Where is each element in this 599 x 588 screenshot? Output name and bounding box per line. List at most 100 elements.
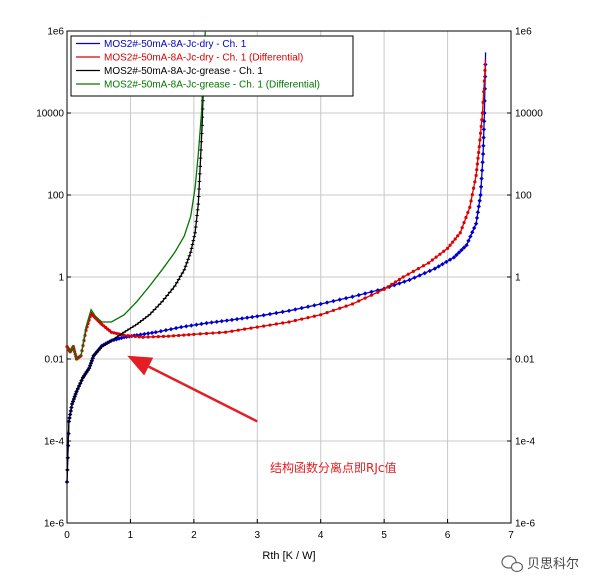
- data-point: [461, 245, 467, 250]
- data-point: [402, 279, 407, 284]
- data-point: [319, 313, 323, 317]
- data-point: [473, 180, 477, 184]
- data-point: [204, 320, 209, 326]
- data-point: [344, 304, 348, 308]
- data-point: [470, 230, 475, 235]
- data-point: [475, 162, 479, 166]
- data-point: [430, 258, 434, 262]
- data-point: [198, 332, 202, 336]
- data-point: [357, 299, 361, 303]
- data-point: [445, 246, 450, 250]
- data-point: [478, 138, 482, 142]
- data-point: [481, 127, 487, 132]
- data-point: [158, 328, 164, 334]
- series-3: [65, 52, 207, 483]
- data-point: [244, 315, 250, 320]
- data-point: [177, 333, 181, 338]
- data-point: [305, 304, 311, 309]
- data-point: [209, 320, 214, 325]
- data-point: [122, 333, 126, 337]
- data-point: [480, 160, 485, 165]
- data-point: [406, 272, 410, 276]
- data-point: [464, 215, 468, 220]
- data-point: [397, 281, 402, 286]
- data-point: [451, 255, 457, 260]
- x-tick-label: 2: [191, 530, 197, 541]
- data-point: [459, 247, 464, 253]
- data-point: [416, 266, 420, 271]
- data-point: [460, 226, 464, 230]
- data-point: [474, 215, 480, 221]
- data-point: [331, 308, 335, 313]
- data-point: [187, 333, 191, 337]
- data-point: [411, 269, 415, 273]
- data-point: [146, 335, 150, 339]
- series-line: [66, 30, 206, 361]
- data-point: [462, 220, 466, 225]
- data-point: [426, 261, 431, 265]
- data-point: [475, 209, 481, 215]
- data-point: [306, 316, 310, 320]
- y-axis-ticks: 1e-6 1e-6 1e-4 1e-4 0.01 0.01 1 1 100 100 10000 100…: [36, 27, 543, 530]
- data-point: [369, 289, 374, 295]
- data-point: [229, 317, 235, 323]
- data-point: [448, 243, 452, 247]
- data-point: [363, 296, 367, 300]
- legend: MOS2#-50mA-8A-Jc-dry - Ch. 1 MOS2#-50mA-8…: [70, 35, 354, 97]
- data-point: [112, 331, 116, 335]
- data-point: [299, 305, 304, 311]
- data-point: [281, 321, 285, 325]
- series-2: [65, 59, 487, 361]
- data-point: [141, 335, 145, 339]
- data-point: [477, 145, 481, 149]
- wechat-icon: [501, 555, 524, 573]
- data-point: [192, 332, 196, 336]
- data-point: [477, 198, 482, 203]
- data-point: [382, 287, 386, 291]
- data-point: [145, 331, 151, 336]
- data-point: [267, 311, 273, 317]
- data-point: [480, 151, 486, 157]
- data-point: [478, 131, 483, 135]
- data-point: [469, 199, 473, 203]
- data-point: [293, 307, 298, 312]
- data-point: [362, 291, 368, 296]
- data-point: [153, 330, 158, 335]
- data-point: [479, 176, 484, 181]
- data-point: [142, 331, 147, 337]
- data-point: [168, 326, 174, 332]
- data-point: [458, 231, 462, 235]
- data-point: [464, 242, 469, 248]
- data-point: [287, 320, 291, 324]
- data-point: [436, 264, 441, 269]
- data-point: [440, 261, 445, 267]
- x-tick-label: 6: [445, 530, 451, 541]
- data-point: [249, 326, 253, 330]
- data-point: [393, 280, 398, 284]
- data-point: [211, 331, 215, 335]
- data-point: [338, 306, 342, 310]
- data-point: [479, 124, 483, 129]
- data-point: [390, 282, 394, 287]
- data-point: [255, 314, 260, 319]
- data-point: [466, 238, 471, 244]
- y-tick-label-right: 1e6: [515, 27, 532, 38]
- data-point: [473, 221, 479, 226]
- data-point: [466, 210, 470, 215]
- data-point: [268, 323, 272, 327]
- data-point: [280, 309, 285, 315]
- x-axis-ticks: 0 1 2 3 4 5 6 7: [64, 519, 514, 541]
- data-point: [478, 184, 484, 189]
- data-point: [331, 298, 336, 304]
- data-point: [166, 334, 171, 338]
- data-point: [133, 334, 138, 339]
- data-point: [478, 192, 483, 198]
- data-point: [214, 319, 219, 325]
- data-point: [447, 257, 453, 262]
- data-point: [178, 324, 184, 330]
- data-point: [255, 325, 259, 329]
- data-point: [318, 301, 323, 307]
- watermark-text: 贝思科尔: [527, 557, 579, 572]
- data-point: [454, 252, 459, 258]
- data-point: [204, 331, 209, 336]
